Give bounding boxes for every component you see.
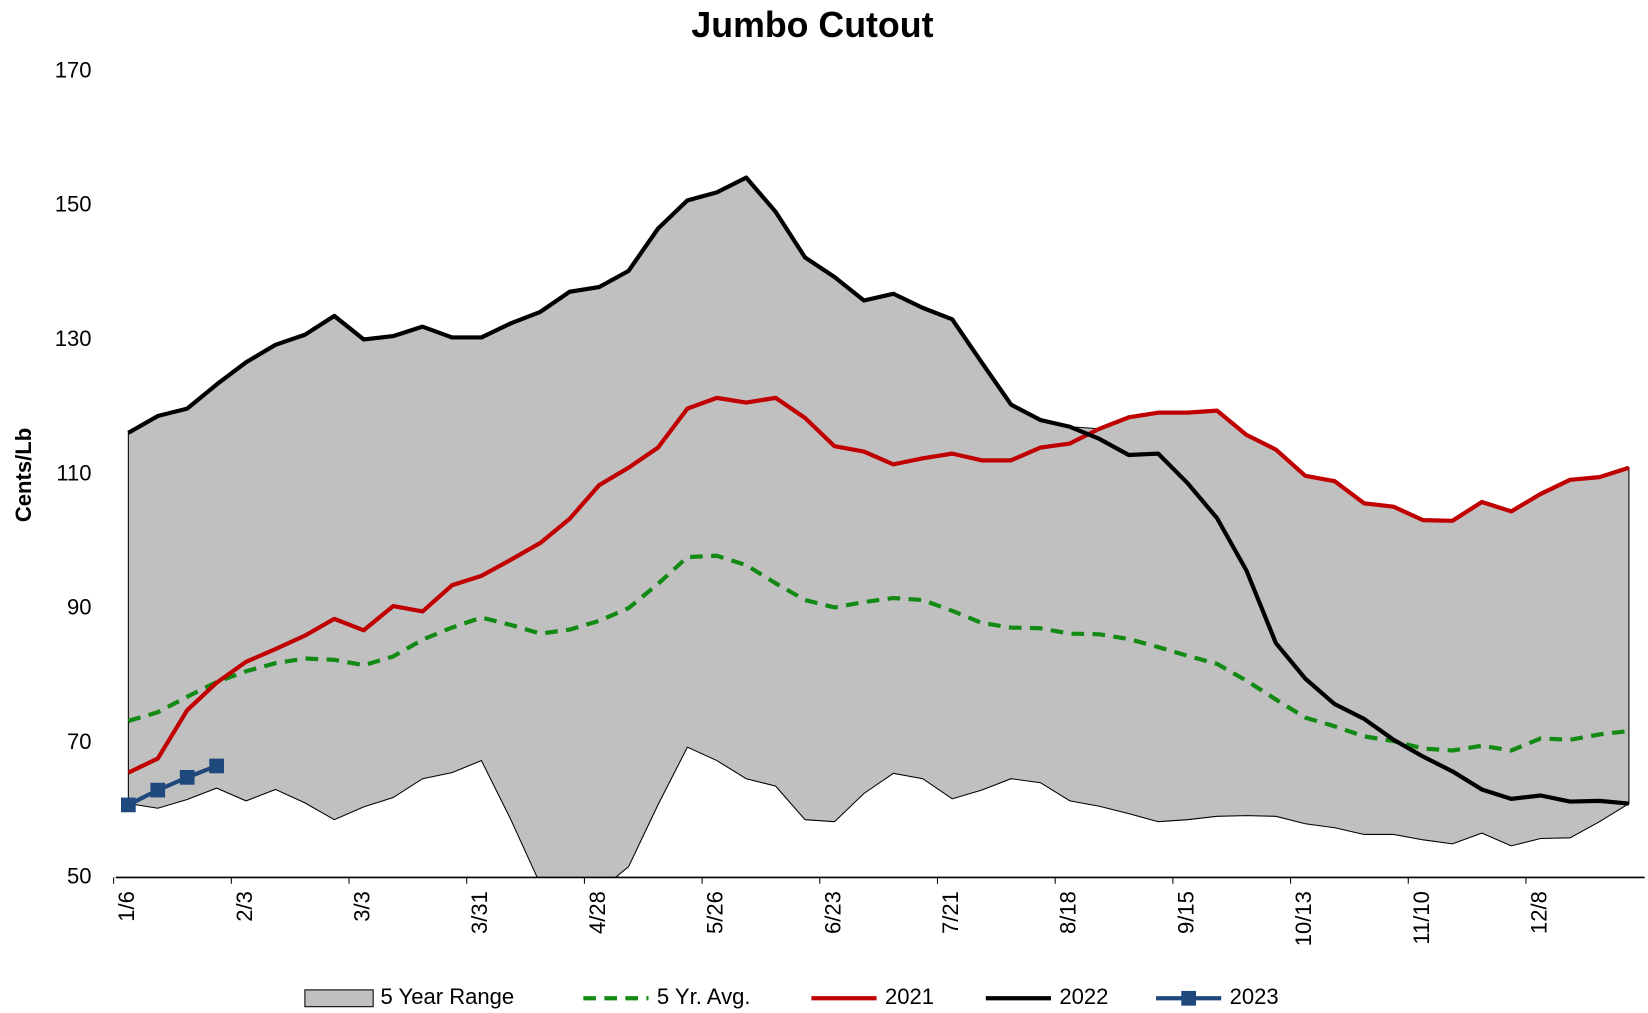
series-line	[127, 175, 1630, 806]
y-tick-label: 150	[55, 192, 92, 217]
point-marker	[150, 782, 166, 798]
x-tick-label: 3/31	[467, 891, 492, 934]
x-tick-label: 7/21	[938, 891, 963, 934]
legend-label: 5 Yr. Avg.	[657, 984, 751, 1009]
point-marker	[209, 758, 224, 774]
range-area	[127, 176, 1630, 878]
x-tick-label: 6/23	[820, 891, 845, 934]
legend-marker	[1181, 990, 1196, 1006]
y-tick-label: 170	[55, 57, 92, 82]
legend-label: 2021	[885, 984, 934, 1009]
y-tick-label: 70	[67, 729, 92, 754]
legend-label: 2023	[1230, 984, 1279, 1009]
y-tick-label: 90	[67, 595, 92, 620]
x-tick-label: 1/6	[114, 891, 139, 922]
y-tick-label: 50	[67, 863, 92, 888]
legend-label: 5 Year Range	[381, 984, 515, 1009]
x-tick-label: 11/10	[1409, 891, 1434, 945]
y-tick-label: 130	[55, 326, 92, 351]
x-tick-label: 10/13	[1291, 891, 1316, 946]
x-tick-label: 8/18	[1056, 891, 1081, 934]
x-tick-label: 12/8	[1526, 891, 1551, 934]
series-line	[127, 763, 218, 807]
chart-title: Jumbo Cutout	[691, 5, 933, 45]
y-axis-label: Cents/Lb	[11, 428, 36, 522]
series-line	[127, 553, 1630, 753]
x-tick-label: 9/15	[1173, 891, 1198, 934]
plot-area	[120, 175, 1630, 878]
series-line	[127, 395, 1630, 775]
point-marker	[120, 797, 136, 813]
x-tick-label: 4/28	[585, 891, 610, 934]
legend-label: 2022	[1059, 984, 1108, 1009]
legend-swatch	[304, 989, 374, 1008]
y-tick-label: 110	[56, 460, 91, 485]
x-tick-label: 3/3	[350, 891, 375, 922]
x-tick-label: 2/3	[232, 891, 257, 922]
x-tick-label: 5/26	[703, 891, 728, 934]
point-marker	[179, 770, 195, 785]
